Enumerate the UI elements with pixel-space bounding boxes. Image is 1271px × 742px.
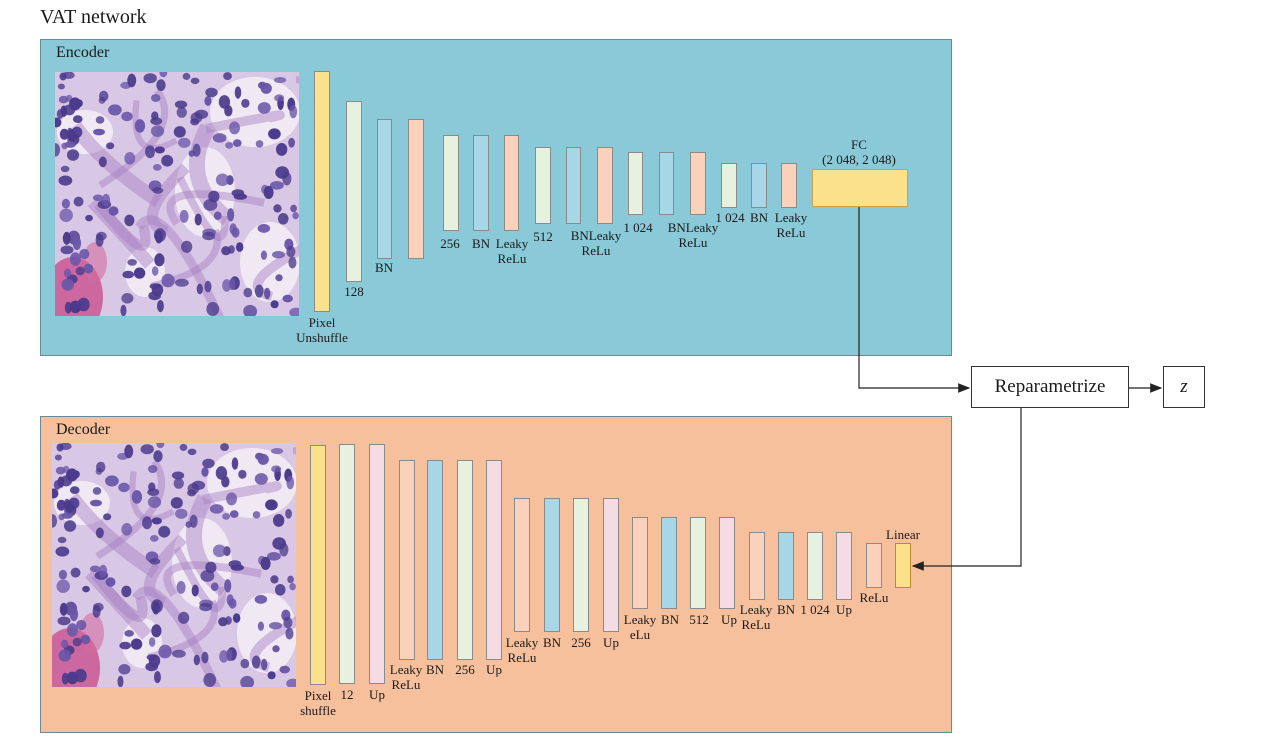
encoder-layer-block: [597, 147, 613, 224]
decoder-layer-label: Leaky ReLu: [739, 602, 773, 632]
reparametrize-box: Reparametrize: [971, 366, 1129, 408]
decoder-layer-block: [427, 460, 443, 660]
decoder-layer-block: [807, 532, 823, 600]
decoder-layer-block: [369, 444, 385, 684]
encoder-layer-label: Pixel Unshuffle: [296, 315, 348, 345]
decoder-layer-label: Up: [369, 687, 385, 702]
encoder-layer-block: [473, 135, 489, 231]
encoder-layer-label: 256: [440, 236, 460, 251]
decoder-layer-label: 256: [455, 662, 475, 677]
encoder-layer-label: 512: [533, 229, 553, 244]
encoder-layer-block: [314, 71, 330, 312]
encoder-layer-block: [377, 119, 392, 259]
encoder-layer-label: BN: [749, 210, 769, 225]
encoder-layer-block: [659, 152, 674, 215]
decoder-layer-block: [778, 532, 794, 600]
encoder-layer-block: [535, 147, 551, 224]
encoder-layer-label: BN: [374, 260, 394, 275]
decoder-layer-label: Pixel shuffle: [300, 688, 336, 718]
decoder-layer-label: BN: [776, 602, 796, 617]
decoder-layer-block: [514, 498, 530, 632]
decoder-layer-block: [719, 517, 735, 609]
fc-label: FC (2 048, 2 048): [822, 137, 896, 167]
reparametrize-label: Reparametrize: [994, 376, 1106, 397]
encoder-layer-block: [628, 152, 643, 215]
decoder-layer-block: [486, 460, 502, 660]
decoder-layer-label: Up: [603, 635, 619, 650]
decoder-layer-label: Up: [721, 612, 737, 627]
linear-label: Linear: [886, 527, 920, 542]
decoder-layer-block: [661, 517, 677, 609]
encoder-layer-label: 1 024: [623, 220, 653, 235]
decoder-label: Decoder: [56, 421, 111, 438]
decoder-layer-block: [399, 460, 415, 660]
decoder-layer-block: [339, 444, 355, 684]
decoder-layer-block: [457, 460, 473, 660]
decoder-layer-label: Leaky ReLu: [505, 635, 539, 665]
decoder-output-image: [52, 443, 296, 687]
encoder-layer-block: [781, 163, 797, 208]
decoder-layer-label: 1 024: [800, 602, 830, 617]
decoder-layer-block: [836, 532, 852, 600]
decoder-layer-label: BN: [660, 612, 680, 627]
decoder-layer-block: [632, 517, 648, 609]
decoder-layer-block: [544, 498, 560, 632]
encoder-layer-label: BN: [471, 236, 491, 251]
decoder-layer-label: Leaky ReLu: [389, 662, 423, 692]
encoder-layer-block: [721, 163, 737, 208]
encoder-input-image: [55, 72, 299, 316]
encoder-layer-block: [346, 101, 362, 282]
encoder-layer-block: [566, 147, 581, 224]
encoder-layer-block: [408, 119, 424, 259]
encoder-layer-label: 128: [344, 284, 364, 299]
latent-z-box: z: [1163, 366, 1205, 408]
encoder-layer-block: [690, 152, 706, 215]
encoder-layer-label: BNLeaky ReLu: [570, 228, 622, 258]
decoder-layer-label: 256: [571, 635, 591, 650]
encoder-layer-block: [504, 135, 519, 231]
figure-title: VAT network: [40, 6, 147, 28]
encoder-label: Encoder: [56, 44, 110, 61]
decoder-layer-block: [603, 498, 619, 632]
decoder-layer-block: [310, 445, 326, 685]
decoder-layer-label: BN: [542, 635, 562, 650]
fc-block: [812, 169, 908, 207]
encoder-layer-label: 1 024: [715, 210, 745, 225]
decoder-layer-block: [690, 517, 706, 609]
encoder-layer-block: [751, 163, 767, 208]
encoder-layer-label: Leaky ReLu: [774, 210, 808, 240]
decoder-layer-label: 12: [340, 687, 354, 702]
decoder-layer-label: Leaky eLu: [623, 612, 657, 642]
decoder-layer-label: Up: [836, 602, 852, 617]
linear-block: [895, 543, 911, 588]
latent-z-label: z: [1180, 376, 1188, 397]
encoder-layer-block: [443, 135, 459, 231]
encoder-layer-label: BNLeaky ReLu: [667, 220, 719, 250]
decoder-layer-label: Up: [486, 662, 502, 677]
decoder-layer-label: 512: [689, 612, 709, 627]
encoder-layer-label: Leaky ReLu: [495, 236, 529, 266]
decoder-layer-block: [866, 543, 882, 588]
decoder-layer-label: BN: [425, 662, 445, 677]
decoder-layer-block: [749, 532, 765, 600]
decoder-layer-label: ReLu: [859, 590, 889, 605]
decoder-layer-block: [573, 498, 589, 632]
